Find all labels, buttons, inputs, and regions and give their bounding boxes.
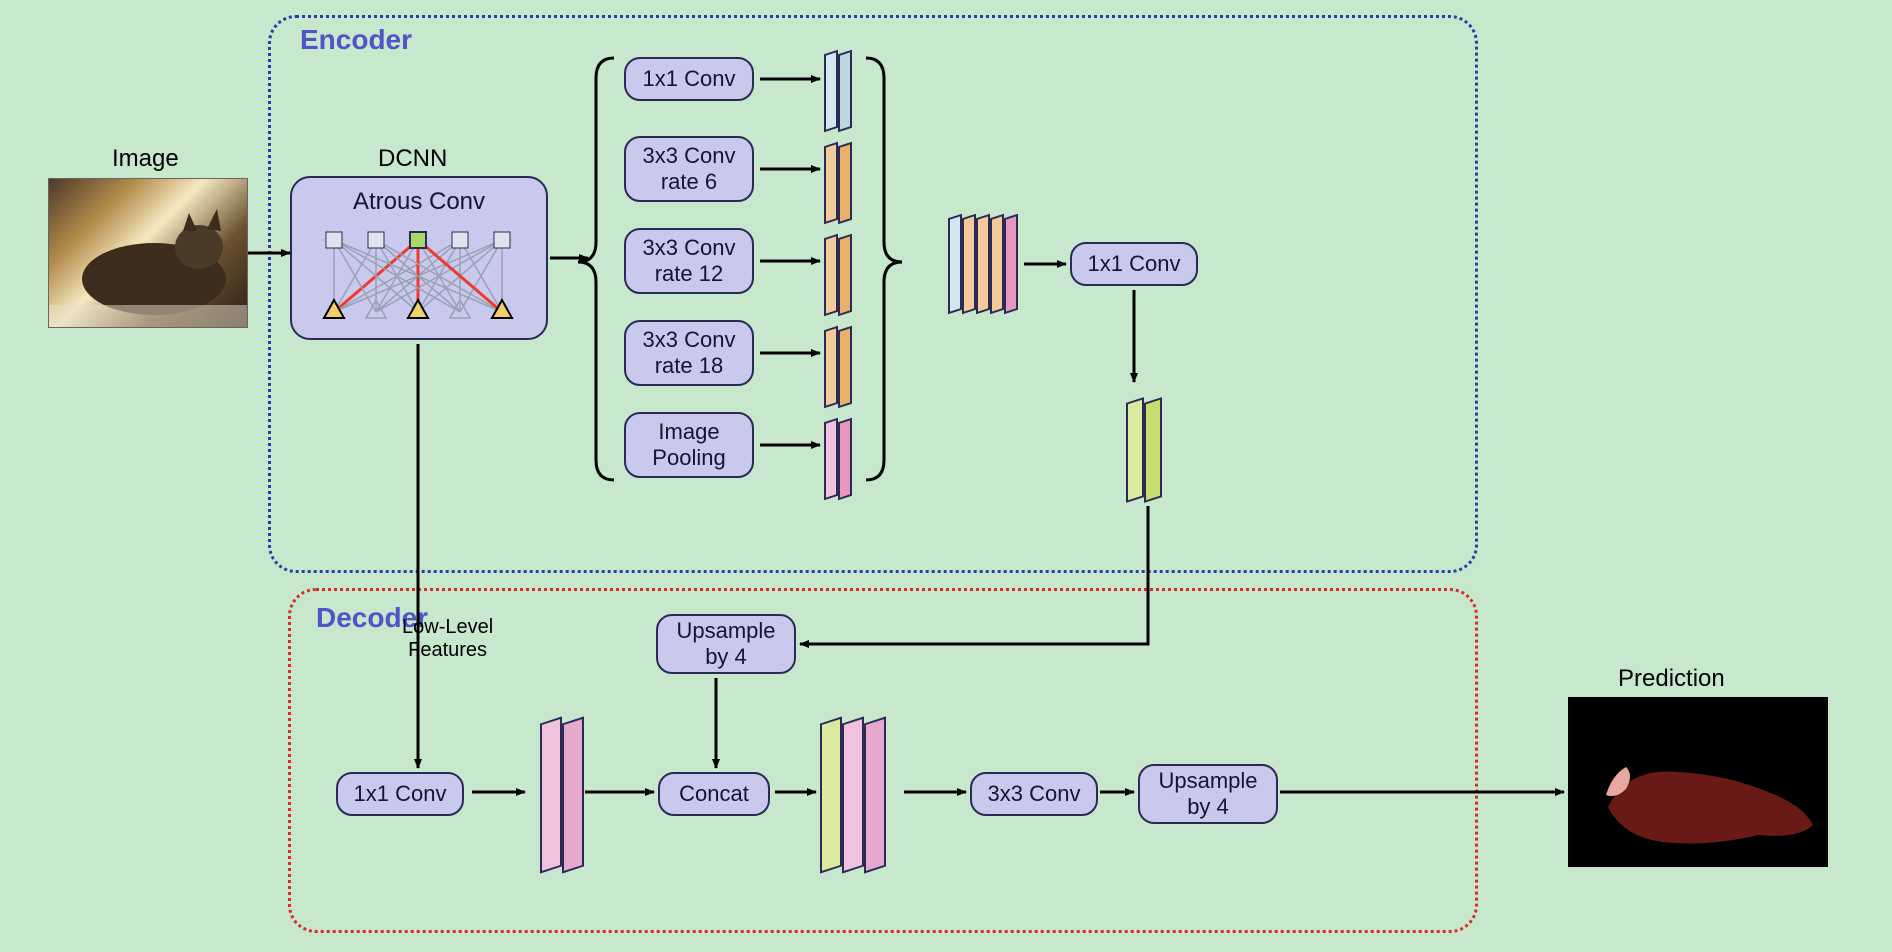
encoder-label: Encoder (300, 24, 412, 56)
atrous-conv-title: Atrous Conv (304, 188, 534, 216)
aspp-conv3x3_r12: 3x3 Conv rate 12 (624, 228, 754, 294)
input-image (48, 178, 248, 328)
decoder-upsample-2: Upsample by 4 (1138, 764, 1278, 824)
prediction-label: Prediction (1618, 665, 1725, 693)
aspp-imgpool: Image Pooling (624, 412, 754, 478)
aspp-conv3x3_r6: 3x3 Conv rate 6 (624, 136, 754, 202)
decoder-upsample-1: Upsample by 4 (656, 614, 796, 674)
prediction-mask-image (1568, 697, 1828, 867)
atrous-conv-icon (304, 222, 538, 332)
decoder-1x1-conv: 1x1 Conv (336, 772, 464, 816)
decoder-concat: Concat (658, 772, 770, 816)
dcnn-atrous-block: Atrous Conv (290, 176, 548, 340)
aspp-conv1x1_a: 1x1 Conv (624, 57, 754, 101)
decoder-3x3-conv: 3x3 Conv (970, 772, 1098, 816)
image-label: Image (112, 145, 179, 173)
encoder-1x1-conv: 1x1 Conv (1070, 242, 1198, 286)
aspp-conv3x3_r18: 3x3 Conv rate 18 (624, 320, 754, 386)
dcnn-label: DCNN (378, 145, 447, 173)
diagram-canvas: Encoder Decoder Image DCNN Atrous Conv 1… (0, 0, 1892, 952)
lowlevel-features-label: Low-Level Features (402, 616, 493, 662)
